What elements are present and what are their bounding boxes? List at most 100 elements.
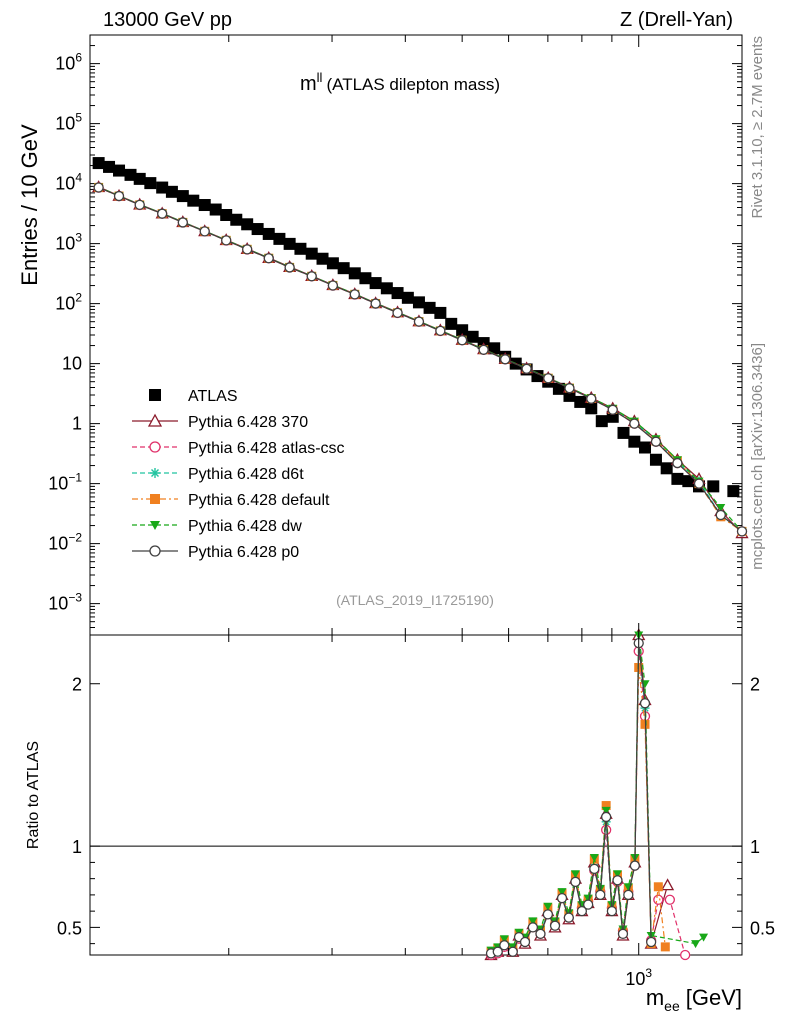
title-rest: (ATLAS dilepton mass) (326, 75, 500, 94)
ratio-data-point (691, 940, 701, 949)
main-series-6 (93, 182, 748, 537)
main-data-point (157, 208, 168, 219)
ratio-data-point (664, 894, 675, 905)
x-label-sub: ee (664, 998, 680, 1014)
main-data-point (221, 235, 232, 246)
main-y-tick-label-base: 10 (55, 294, 75, 314)
ratio-series-5 (485, 637, 657, 959)
main-series-0 (92, 157, 740, 498)
main-data-point (531, 370, 544, 383)
main-data-point (435, 325, 446, 337)
ratio-data-point (645, 936, 657, 948)
main-y-tick-label: 10−3 (48, 591, 82, 614)
ratio-series-4 (486, 631, 709, 955)
main-y-tick-label-base: 10 (48, 534, 68, 554)
ratio-data-point (557, 888, 567, 897)
legend-item-2: Pythia 6.428 atlas-csc (132, 440, 345, 457)
ratio-data-point (601, 806, 611, 815)
main-data-point (294, 242, 307, 255)
main-data-point (445, 317, 458, 330)
main-data-point (220, 209, 233, 221)
main-data-point (391, 287, 404, 300)
ratio-data-point (499, 940, 510, 951)
ratio-data-point (492, 946, 503, 957)
main-y-tick-label: 106 (55, 51, 82, 74)
main-data-point (707, 480, 720, 493)
legend-label: ATLAS (188, 388, 238, 405)
main-data-point (586, 393, 597, 404)
main-data-point (412, 296, 425, 309)
legend-item-1: Pythia 6.428 370 (132, 413, 308, 431)
main-data-point (628, 435, 641, 448)
main-data-point (413, 316, 425, 327)
ratio-y-tick-label-right: 2 (750, 675, 760, 695)
main-data-point (650, 436, 662, 447)
ratio-data-point (570, 870, 580, 879)
main-data-point (305, 247, 318, 260)
main-y-tick-label-exp: 4 (75, 171, 82, 185)
main-data-point (134, 199, 145, 211)
title-main: m (300, 73, 317, 95)
legend-marker (149, 545, 161, 557)
ratio-y-ticks: 0.5 0.5 1 1 2 2 (57, 675, 775, 945)
main-data-point (348, 267, 361, 280)
legend-label: Pythia 6.428 default (188, 492, 330, 509)
main-y-tick-label: 10 (62, 354, 82, 374)
main-data-point (177, 217, 188, 228)
main-data-point (262, 227, 275, 240)
main-data-point (660, 462, 673, 475)
ratio-data-point (680, 949, 691, 961)
main-data-point (124, 168, 137, 181)
main-data-point (457, 335, 468, 346)
legend: ATLAS Pythia 6.428 370 Pythia 6.428 atlas-… (132, 388, 345, 561)
rivet-label: Rivet 3.1.10, ≥ 2.7M events (749, 36, 766, 219)
main-data-point (242, 244, 253, 255)
main-data-point (273, 232, 286, 245)
ratio-y-tick-label: 1 (72, 837, 82, 857)
main-data-point (715, 509, 726, 521)
ratio-data-point (576, 905, 588, 917)
main-data-point (727, 485, 740, 498)
legend-label: Pythia 6.428 dw (188, 518, 302, 535)
main-data-point (92, 157, 105, 170)
ratio-data-point (583, 894, 593, 903)
legend-marker (149, 389, 161, 401)
main-y-tick-label-exp: −2 (68, 531, 82, 545)
main-data-point (607, 404, 618, 415)
ratio-y-tick-label-right: 0.5 (750, 918, 775, 938)
legend-item-4: Pythia 6.428 default (132, 492, 330, 509)
ratio-y-axis-label: Ratio to ATLAS (25, 741, 42, 849)
ratio-series-line (490, 643, 652, 954)
main-data-point (500, 354, 511, 365)
legend-label: Pythia 6.428 p0 (188, 544, 299, 561)
ratio-data-point (660, 942, 670, 952)
main-data-point (574, 395, 587, 408)
main-data-point (326, 257, 339, 270)
main-y-tick-label-exp: 3 (75, 231, 82, 245)
main-data-point (543, 373, 554, 384)
main-series (92, 157, 749, 539)
main-data-point (595, 415, 608, 428)
ratio-data-point (623, 889, 634, 901)
x-axis-label: mee [GeV] (646, 985, 742, 1014)
main-data-point (585, 402, 598, 415)
ratio-data-point (601, 811, 612, 823)
x-tick-label: 103 (625, 966, 652, 989)
ratio-data-point (519, 936, 531, 948)
ratio-data-point (528, 917, 538, 926)
main-data-point (563, 389, 576, 402)
main-y-tick-label: 103 (55, 231, 82, 254)
ratio-data-point (606, 905, 618, 917)
main-data-point (198, 199, 211, 212)
main-y-tick-label: 104 (55, 171, 82, 194)
main-data-point (284, 262, 295, 273)
main-data-point (370, 298, 381, 309)
ratio-data-point (612, 875, 623, 886)
main-data-point (230, 213, 243, 226)
ratio-data-point (589, 863, 600, 875)
source-label: mcplots.cern.ch [arXiv:1306.3436] (749, 343, 766, 570)
main-data-point (327, 280, 339, 291)
legend-marker-stroke-3 (151, 469, 159, 477)
main-data-point (380, 282, 393, 295)
main-y-axis-label: Entries / 10 GeV (17, 124, 42, 286)
